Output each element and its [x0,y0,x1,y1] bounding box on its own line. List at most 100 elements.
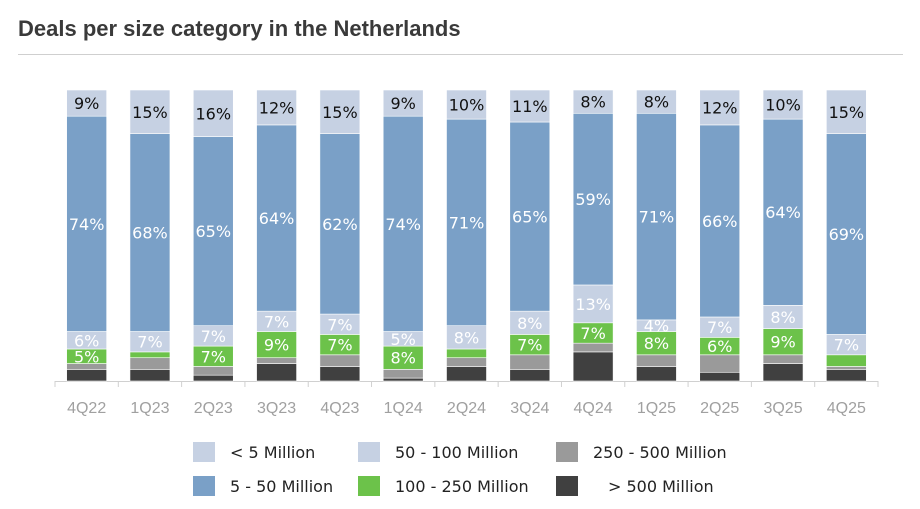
bar-segment [509,89,551,123]
data-label: 8% [644,334,669,353]
x-tick-label: 2Q25 [700,400,739,417]
bar-segment [446,357,487,367]
bar-segment [256,124,297,312]
data-label: 9% [74,94,99,113]
legend-label: 100 - 250 Million [395,477,529,496]
legend-label: 250 - 500 Million [593,443,727,462]
data-label: 62% [322,215,358,234]
x-tick-label: 2Q23 [194,400,233,417]
bar-segment [636,112,677,321]
data-label: 9% [770,333,795,352]
data-label: 8% [770,308,795,327]
bar-segment [636,354,677,367]
data-label: 65% [195,222,231,241]
bar-segment [319,89,361,134]
data-label: 71% [639,208,675,227]
bar-segment [762,118,804,306]
x-tick-label: 3Q25 [763,400,802,417]
data-label: 7% [580,324,605,343]
legend-swatch [358,476,380,496]
legend-label: > 500 Million [608,477,714,496]
chart-title: Deals per size category in the Netherlan… [18,16,461,41]
bar-segment [762,89,804,120]
data-label: 7% [201,347,226,366]
legend-swatch [556,476,578,496]
x-tick-label: 1Q23 [130,400,169,417]
data-label: 15% [829,103,865,122]
bar-segment [636,89,677,114]
data-label: 6% [74,331,99,350]
x-tick-label: 4Q25 [827,400,866,417]
bar-segment [382,369,424,379]
title-divider [18,54,903,55]
bar-segment [572,284,614,324]
x-tick-label: 3Q23 [257,400,296,417]
data-label: 66% [702,212,738,231]
x-tick-label: 4Q23 [320,400,359,417]
bar-segment [66,115,107,332]
bar-segment [826,89,867,134]
data-label: 7% [707,318,732,337]
bar-segment [572,89,614,114]
bar-segment [762,363,804,382]
data-label: 7% [201,327,226,346]
data-label: 69% [829,225,865,244]
data-label: 59% [575,190,611,209]
bar-segment [129,357,171,370]
legend-label: < 5 Million [230,443,315,462]
data-label: 74% [385,215,421,234]
bar-segment [446,366,487,382]
data-label: 8% [580,93,605,112]
bar-segment [256,331,297,359]
bar-segment [382,377,424,382]
legend-swatch [193,442,215,462]
x-tick-label: 1Q25 [637,400,676,417]
data-label: 4% [644,317,669,336]
bar-segment [762,328,804,356]
data-label: 65% [512,208,548,227]
legend-swatch [193,476,215,496]
bar-segment [446,348,487,359]
bar-segment [826,354,867,367]
data-label: 9% [264,336,289,355]
data-label: 8% [454,328,479,347]
data-label: 8% [390,349,415,368]
bar-segment [256,363,297,382]
x-tick-label: 3Q24 [510,400,549,417]
data-label: 12% [702,98,738,117]
bar-segment [826,133,867,335]
data-label: 7% [327,336,352,355]
data-label: 7% [327,315,352,334]
data-label: 5% [390,330,415,349]
data-label: 10% [765,96,801,115]
data-label: 7% [264,312,289,331]
data-label: 10% [449,96,485,115]
data-label: 13% [575,295,611,314]
x-tick-label: 4Q22 [67,400,106,417]
data-label: 9% [390,94,415,113]
bar-segment [699,371,741,382]
legend-label: 50 - 100 Million [395,443,518,462]
data-label: 74% [69,215,105,234]
bar-segment [446,118,487,327]
bar-segment [762,354,804,364]
bar-segment [319,366,361,382]
bar-segment [572,112,614,286]
bar-segment [699,124,741,318]
bar-segment [572,351,614,382]
bar-segment [192,374,234,382]
bar-segment [509,354,551,370]
bar-segment [382,89,424,117]
bar-segment [509,369,551,382]
data-label: 15% [322,103,358,122]
bar-segment [319,354,361,367]
data-label: 12% [259,98,295,117]
data-label: 7% [834,336,859,355]
data-label: 7% [137,333,162,352]
bar-segment [256,357,297,364]
data-label: 68% [132,224,168,243]
data-label: 16% [195,104,231,123]
data-label: 15% [132,103,168,122]
data-label: 11% [512,97,548,116]
